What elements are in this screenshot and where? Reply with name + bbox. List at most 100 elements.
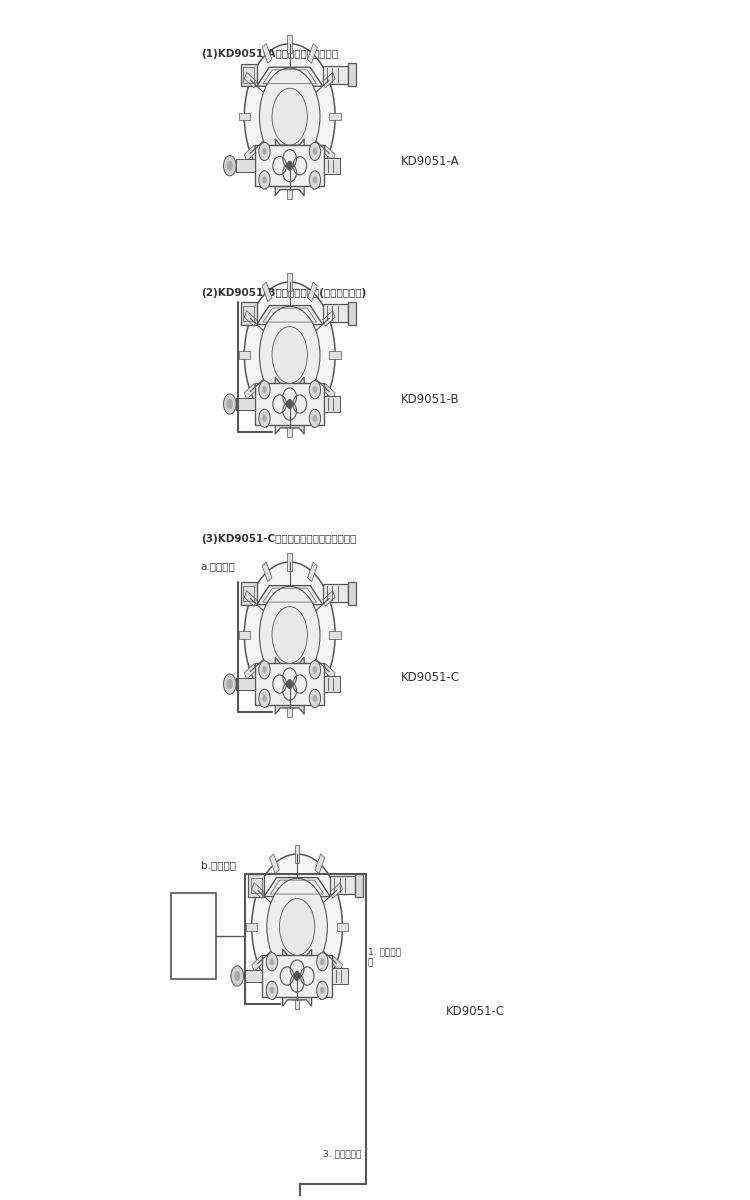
Bar [236, 397, 255, 410]
Bar [322, 305, 348, 322]
Bar [337, 923, 348, 931]
Bar [295, 845, 299, 863]
Bar [287, 698, 292, 718]
Circle shape [309, 380, 320, 398]
Bar [315, 980, 325, 1000]
Bar [323, 311, 335, 326]
Bar [322, 584, 348, 602]
Circle shape [294, 971, 300, 982]
Polygon shape [275, 658, 304, 714]
Polygon shape [283, 949, 311, 1007]
Text: KD9051-A: KD9051-A [401, 155, 460, 168]
Bar [262, 282, 272, 301]
Bar [255, 384, 325, 425]
Bar [295, 991, 299, 1009]
Circle shape [316, 953, 328, 971]
Circle shape [244, 43, 335, 190]
Circle shape [259, 380, 270, 398]
Bar [308, 282, 317, 301]
Bar [244, 970, 262, 983]
Bar [308, 170, 317, 190]
Circle shape [260, 587, 320, 684]
Circle shape [309, 170, 320, 190]
Bar [287, 272, 292, 292]
Bar [255, 145, 325, 186]
Bar [323, 664, 335, 679]
Bar [269, 980, 279, 1000]
Circle shape [224, 156, 236, 176]
Bar [325, 396, 340, 412]
Bar [238, 352, 250, 359]
Polygon shape [256, 67, 322, 86]
Text: (1)KD9051-A管道型的（测量液体）: (1)KD9051-A管道型的（测量液体） [201, 49, 338, 60]
Polygon shape [264, 877, 330, 896]
Circle shape [262, 695, 267, 702]
Circle shape [316, 982, 328, 1000]
Bar [262, 689, 272, 708]
Circle shape [286, 398, 292, 409]
Bar [287, 419, 292, 437]
Circle shape [260, 306, 320, 403]
Text: 3. 温度变送器: 3. 温度变送器 [323, 1150, 362, 1159]
Bar [322, 66, 348, 84]
Circle shape [224, 394, 236, 414]
Circle shape [259, 409, 270, 427]
Circle shape [286, 161, 292, 170]
Bar [241, 302, 256, 324]
Bar [348, 582, 355, 605]
Text: KD9051-B: KD9051-B [401, 394, 460, 407]
Circle shape [272, 607, 308, 664]
Bar [329, 113, 340, 120]
Circle shape [286, 679, 292, 689]
Bar [287, 553, 292, 571]
Bar [323, 384, 335, 400]
Bar [323, 145, 335, 161]
Circle shape [313, 148, 317, 155]
Circle shape [259, 170, 270, 190]
Bar [255, 664, 325, 704]
Bar [244, 664, 256, 679]
Polygon shape [275, 139, 304, 196]
Text: (3)KD9051-C温度压力补偿型（测量蒸汽）: (3)KD9051-C温度压力补偿型（测量蒸汽） [201, 534, 356, 545]
Circle shape [259, 689, 270, 708]
Polygon shape [256, 306, 322, 324]
Bar [330, 955, 343, 971]
Bar [315, 854, 325, 874]
Bar [308, 689, 317, 708]
Bar [243, 586, 254, 601]
Circle shape [320, 958, 325, 966]
Bar [246, 923, 257, 931]
Circle shape [309, 143, 320, 161]
Circle shape [262, 666, 267, 673]
Circle shape [244, 562, 335, 708]
Bar [244, 384, 256, 400]
Circle shape [252, 854, 343, 1000]
Circle shape [313, 176, 317, 184]
Circle shape [262, 176, 267, 184]
Bar [241, 582, 256, 605]
Circle shape [272, 89, 308, 145]
Bar [262, 562, 272, 582]
Circle shape [280, 899, 315, 955]
Bar [330, 883, 343, 899]
Bar [348, 64, 355, 86]
Bar [238, 113, 250, 120]
Circle shape [226, 679, 233, 689]
Circle shape [226, 398, 233, 409]
Circle shape [309, 661, 320, 679]
Circle shape [224, 674, 236, 694]
Bar [252, 883, 264, 899]
Circle shape [266, 982, 278, 1000]
Bar [356, 874, 363, 896]
Bar [251, 877, 262, 894]
Bar [236, 160, 255, 172]
Circle shape [244, 282, 335, 428]
Text: KD9051-C: KD9051-C [446, 1004, 505, 1018]
Circle shape [320, 986, 325, 994]
Bar [325, 157, 340, 174]
Text: (2)KD9051-B温度压力补偿型(测量低温气体): (2)KD9051-B温度压力补偿型(测量低温气体) [201, 288, 366, 298]
Circle shape [309, 689, 320, 708]
Circle shape [272, 326, 308, 383]
Circle shape [270, 958, 274, 966]
Bar [329, 631, 340, 638]
